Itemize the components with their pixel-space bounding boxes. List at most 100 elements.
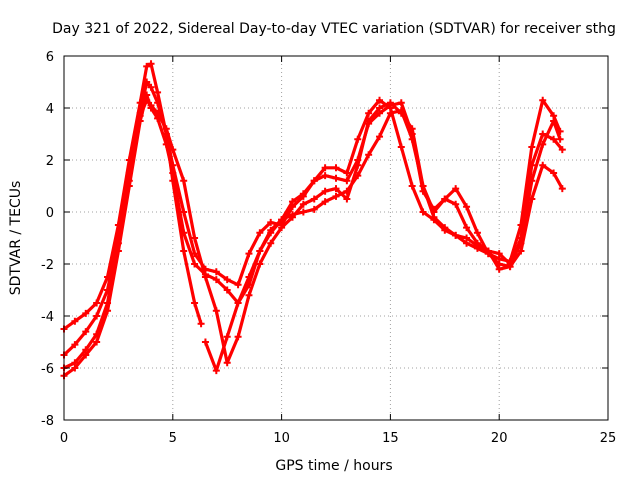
data-point-marker xyxy=(267,239,275,247)
data-point-marker xyxy=(397,143,405,151)
plot-frame xyxy=(63,55,609,421)
data-point-marker xyxy=(136,112,144,120)
data-point-marker xyxy=(212,268,220,276)
data-point-marker xyxy=(365,120,373,128)
x-tick-label: 0 xyxy=(60,431,68,446)
data-point-marker xyxy=(104,299,112,307)
data-point-marker xyxy=(234,281,242,289)
y-tick-label: 2 xyxy=(46,154,54,169)
data-point-marker xyxy=(267,218,275,226)
data-point-marker xyxy=(332,192,340,200)
series-track-5 xyxy=(203,101,562,373)
data-point-marker xyxy=(354,135,362,143)
x-axis-title: GPS time / hours xyxy=(275,458,392,474)
data-point-marker xyxy=(245,291,253,299)
data-point-marker xyxy=(143,78,151,86)
data-point-marker xyxy=(212,307,220,315)
data-point-marker xyxy=(310,195,318,203)
data-point-marker xyxy=(154,88,162,96)
data-point-marker xyxy=(147,101,155,109)
data-point-marker xyxy=(288,213,296,221)
data-point-marker xyxy=(506,260,514,268)
y-tick-label: -8 xyxy=(41,414,54,429)
data-point-marker xyxy=(256,247,264,255)
data-point-marker xyxy=(473,229,481,237)
data-point-marker xyxy=(212,276,220,284)
data-point-marker xyxy=(463,234,471,242)
data-point-marker xyxy=(452,185,460,193)
data-point-marker xyxy=(517,239,525,247)
data-point-marker xyxy=(558,185,566,193)
data-point-marker xyxy=(93,299,101,307)
x-tick-label: 20 xyxy=(491,431,508,446)
data-point-marker xyxy=(365,109,373,117)
data-point-marker xyxy=(539,161,547,169)
x-tick-label: 15 xyxy=(382,431,399,446)
data-point-marker xyxy=(354,156,362,164)
chart-title: Day 321 of 2022, Sidereal Day-to-day VTE… xyxy=(52,21,616,37)
data-point-marker xyxy=(321,172,329,180)
data-point-marker xyxy=(408,130,416,138)
x-tick-labels: 0 5 10 15 20 25 xyxy=(60,431,616,446)
data-point-marker xyxy=(419,208,427,216)
data-point-marker xyxy=(550,117,558,125)
data-point-marker xyxy=(321,164,329,172)
data-point-marker xyxy=(234,299,242,307)
data-point-marker xyxy=(223,333,231,341)
data-point-marker xyxy=(343,177,351,185)
data-point-marker xyxy=(71,359,79,367)
data-point-marker xyxy=(180,229,188,237)
data-point-marker xyxy=(162,125,170,133)
y-tick-label: -2 xyxy=(41,258,54,273)
data-point-marker xyxy=(332,164,340,172)
data-point-marker xyxy=(558,146,566,154)
data-point-marker xyxy=(321,198,329,206)
data-point-marker xyxy=(143,96,151,104)
data-point-marker xyxy=(212,367,220,375)
data-point-marker xyxy=(299,190,307,198)
data-point-marker xyxy=(539,96,547,104)
data-point-marker xyxy=(154,109,162,117)
data-point-marker xyxy=(332,174,340,182)
data-point-marker xyxy=(484,247,492,255)
data-point-marker xyxy=(191,299,199,307)
data-point-marker xyxy=(162,140,170,148)
data-point-marker xyxy=(223,286,231,294)
data-point-marker xyxy=(539,130,547,138)
data-point-marker xyxy=(495,250,503,258)
data-point-marker xyxy=(256,260,264,268)
data-point-marker xyxy=(397,99,405,107)
data-point-marker xyxy=(528,177,536,185)
data-point-marker xyxy=(71,317,79,325)
x-tick-label: 5 xyxy=(169,431,177,446)
data-point-marker xyxy=(169,146,177,154)
data-point-marker xyxy=(180,247,188,255)
data-point-marker xyxy=(197,320,205,328)
data-point-marker xyxy=(191,234,199,242)
series-track-1 xyxy=(62,62,203,331)
data-point-marker xyxy=(550,169,558,177)
data-point-marker xyxy=(82,328,90,336)
x-tick-label: 10 xyxy=(273,431,290,446)
data-point-marker xyxy=(495,260,503,268)
data-point-marker xyxy=(441,224,449,232)
y-tick-label: 6 xyxy=(46,50,54,65)
data-point-marker xyxy=(267,226,275,234)
data-point-marker xyxy=(201,273,209,281)
data-point-marker xyxy=(441,195,449,203)
data-point-marker xyxy=(93,338,101,346)
data-point-marker xyxy=(288,198,296,206)
data-point-marker xyxy=(71,341,79,349)
data-point-marker xyxy=(147,60,155,68)
data-point-marker xyxy=(278,216,286,224)
data-point-marker xyxy=(386,109,394,117)
data-point-marker xyxy=(82,346,90,354)
data-point-marker xyxy=(310,205,318,213)
data-point-marker xyxy=(528,161,536,169)
data-point-marker xyxy=(332,185,340,193)
y-axis-title: SDTVAR / TECUs xyxy=(8,181,24,296)
data-point-marker xyxy=(463,224,471,232)
data-point-marker xyxy=(245,273,253,281)
data-point-marker xyxy=(376,109,384,117)
